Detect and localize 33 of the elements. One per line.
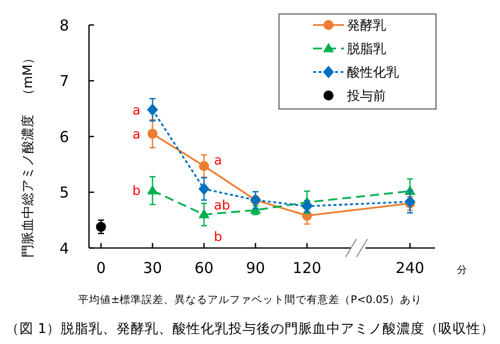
x-tick-label: 30 [142,259,162,277]
annotation: b [214,230,222,246]
x-tick-label: 0 [96,259,106,277]
y-tick-label: 8 [59,16,69,34]
legend-label: 発酵乳 [347,18,386,34]
point [148,128,158,139]
point [198,208,210,218]
annotation: b [132,184,141,200]
legend-label: 投与前 [346,89,386,104]
y-tick-label: 4 [59,239,69,258]
point [198,182,210,196]
point [147,184,158,194]
text: （図 1）脱脂乳、発酵乳、酸性化乳投与後の門脈血中アミノ酸濃度（吸収性） [6,321,494,337]
x-tick-label: 90 [246,259,266,277]
x-tick-label: 240 [396,259,424,277]
legend-label: 酸性化乳 [347,66,399,81]
legend-label: 脱脂乳 [347,42,386,58]
x-tick-label: 60 [194,259,214,277]
point [199,161,209,172]
annotation: a [132,103,140,118]
annotation: a [214,154,222,169]
y-axis-title: 門脈血中総アミノ酸濃度 （mM） [20,52,36,258]
y-tick-label: 5 [59,184,69,202]
x-axis-title: 分 [457,264,467,276]
y-tick-label: 6 [59,128,69,146]
x-tick-label: 120 [292,259,322,277]
annotation: a [132,127,140,142]
text: 平均値±標準誤差、異なるアルファベット間で有意差（P<0.05）あり [78,293,422,306]
y-tick-label: 7 [59,72,69,90]
point [147,103,158,116]
point [96,222,106,232]
annotation: ab [214,198,230,214]
point [404,195,416,208]
